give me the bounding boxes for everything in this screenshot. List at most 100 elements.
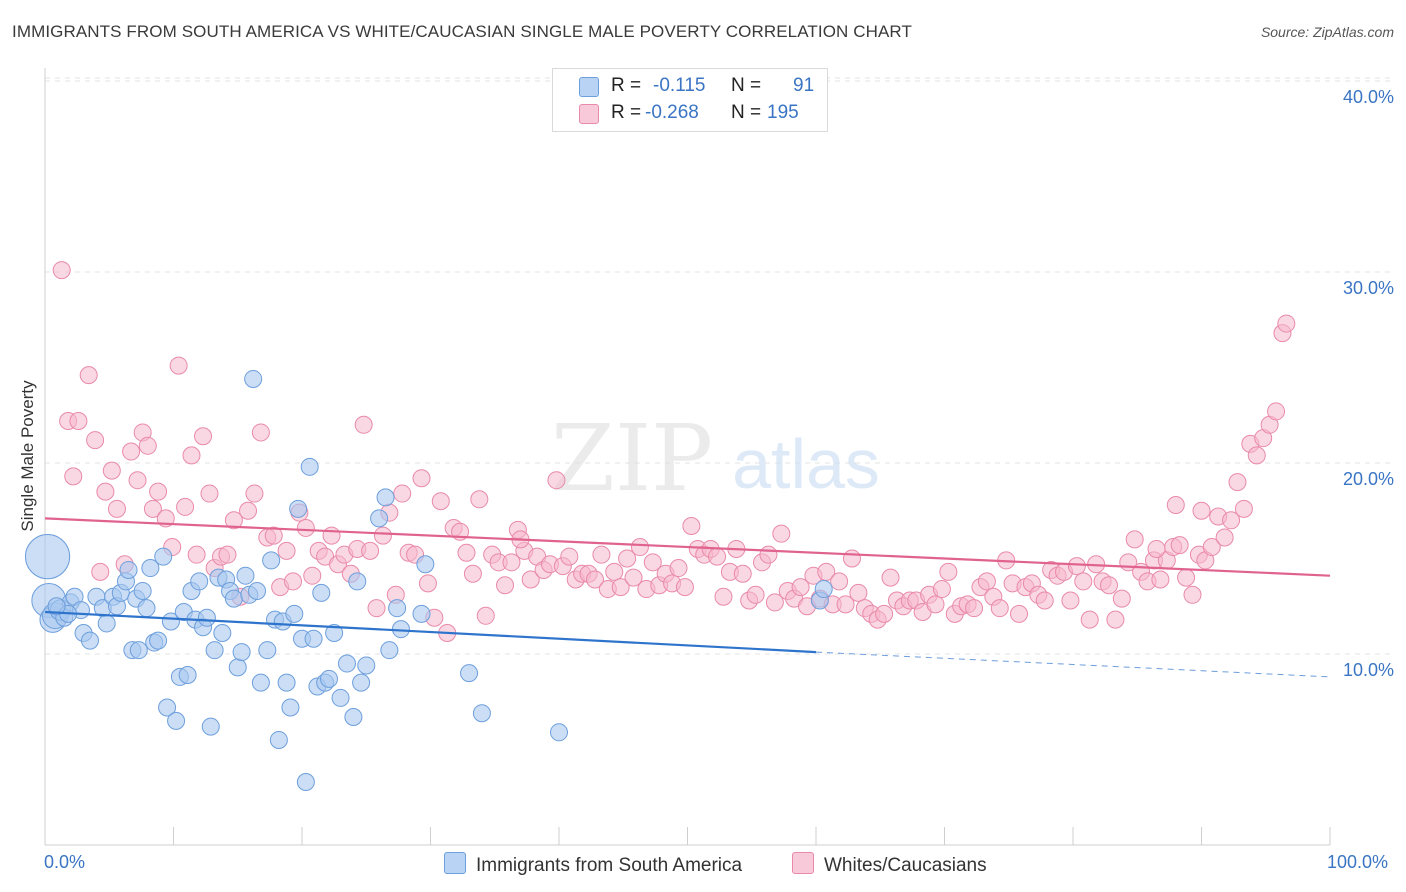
data-point <box>585 570 604 589</box>
data-point <box>348 572 367 591</box>
trend-line-whites <box>44 517 1331 577</box>
data-point <box>759 545 778 564</box>
data-point <box>107 499 126 518</box>
data-point <box>178 666 197 685</box>
data-point <box>926 595 945 614</box>
data-point <box>1183 585 1202 604</box>
data-point <box>141 559 160 578</box>
data-point <box>357 656 376 675</box>
data-point <box>1151 570 1170 589</box>
data-point <box>197 608 216 627</box>
data-point <box>149 631 168 650</box>
data-point <box>300 457 319 476</box>
data-point <box>1192 501 1211 520</box>
data-point <box>550 723 568 742</box>
data-point <box>133 581 152 600</box>
data-point <box>772 524 791 543</box>
data-point <box>472 704 491 723</box>
data-point <box>284 572 303 591</box>
data-point <box>605 562 624 581</box>
data-point <box>418 574 437 593</box>
data-point <box>881 568 900 587</box>
data-point <box>1170 536 1189 555</box>
data-point <box>1035 591 1054 610</box>
data-point <box>262 551 281 570</box>
data-point <box>224 511 243 530</box>
r-value: -0.268 <box>645 102 699 123</box>
r-label: R = <box>611 75 642 96</box>
data-point <box>675 578 694 597</box>
data-point <box>244 369 263 388</box>
axes <box>44 68 1331 846</box>
n-value: 195 <box>767 102 799 123</box>
data-point <box>932 580 951 599</box>
data-point <box>201 717 220 736</box>
data-point <box>682 517 701 536</box>
data-point <box>496 576 515 595</box>
data-point <box>194 427 213 446</box>
data-point <box>289 499 308 518</box>
legend-item-whites: Whites/Caucasians <box>792 852 987 877</box>
data-point <box>1067 557 1086 576</box>
data-point <box>337 654 356 673</box>
source-label: Source: ZipAtlas.com <box>1260 24 1394 40</box>
data-point <box>460 664 479 683</box>
data-point <box>521 570 540 589</box>
y-axis-title: Single Male Poverty <box>18 380 37 532</box>
data-point <box>96 482 115 501</box>
data-point <box>190 572 209 591</box>
data-point <box>939 562 958 581</box>
n-label: N = <box>731 75 762 96</box>
data-point <box>97 614 116 633</box>
data-point <box>47 597 66 616</box>
data-point <box>669 559 688 578</box>
data-point <box>138 436 157 455</box>
data-point <box>69 411 88 430</box>
data-point <box>213 623 232 642</box>
data-point <box>1222 511 1241 530</box>
watermark-zip: ZIP <box>551 405 713 512</box>
data-point <box>1277 314 1296 333</box>
data-point <box>303 566 322 585</box>
data-point <box>1247 446 1266 465</box>
data-point <box>990 599 1009 618</box>
r-value: -0.115 <box>653 75 706 96</box>
data-point <box>746 585 765 604</box>
data-point <box>331 688 350 707</box>
data-point <box>765 593 784 612</box>
data-point <box>137 599 156 618</box>
data-point <box>24 533 71 580</box>
data-point <box>232 643 251 662</box>
data-point <box>296 518 315 537</box>
data-point <box>708 547 727 566</box>
data-point <box>1166 496 1185 515</box>
data-point <box>122 442 141 461</box>
data-point <box>281 698 300 717</box>
data-point <box>91 562 110 581</box>
data-point <box>611 578 630 597</box>
data-point <box>312 583 331 602</box>
series-immigrants-south-america <box>24 369 833 791</box>
data-point <box>245 484 264 503</box>
n-value: 91 <box>793 75 815 96</box>
data-point <box>849 583 868 602</box>
y-tick-label: 30.0% <box>1342 278 1394 298</box>
data-point <box>412 604 431 623</box>
data-point <box>1177 568 1196 587</box>
data-point <box>205 641 224 660</box>
data-point <box>388 599 407 618</box>
data-point <box>277 673 296 692</box>
data-point <box>119 560 138 579</box>
data-point <box>367 599 386 618</box>
data-point <box>965 599 984 618</box>
data-point <box>1080 610 1099 629</box>
data-point <box>624 568 643 587</box>
data-point <box>269 730 288 749</box>
data-point <box>1106 610 1125 629</box>
data-point <box>560 547 579 566</box>
data-point <box>200 484 219 503</box>
data-point <box>1215 528 1234 547</box>
data-point <box>361 541 380 560</box>
data-point <box>547 471 566 490</box>
data-point <box>842 549 861 568</box>
